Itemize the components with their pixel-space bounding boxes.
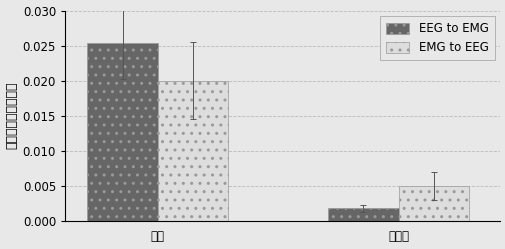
Bar bbox=[87, 44, 158, 221]
Bar bbox=[398, 186, 468, 221]
Bar bbox=[158, 81, 228, 221]
Y-axis label: 双侧状态转移率差値: 双侧状态转移率差値 bbox=[6, 82, 19, 149]
Bar bbox=[328, 208, 398, 221]
Legend: EEG to EMG, EMG to EEG: EEG to EMG, EMG to EEG bbox=[379, 16, 493, 60]
